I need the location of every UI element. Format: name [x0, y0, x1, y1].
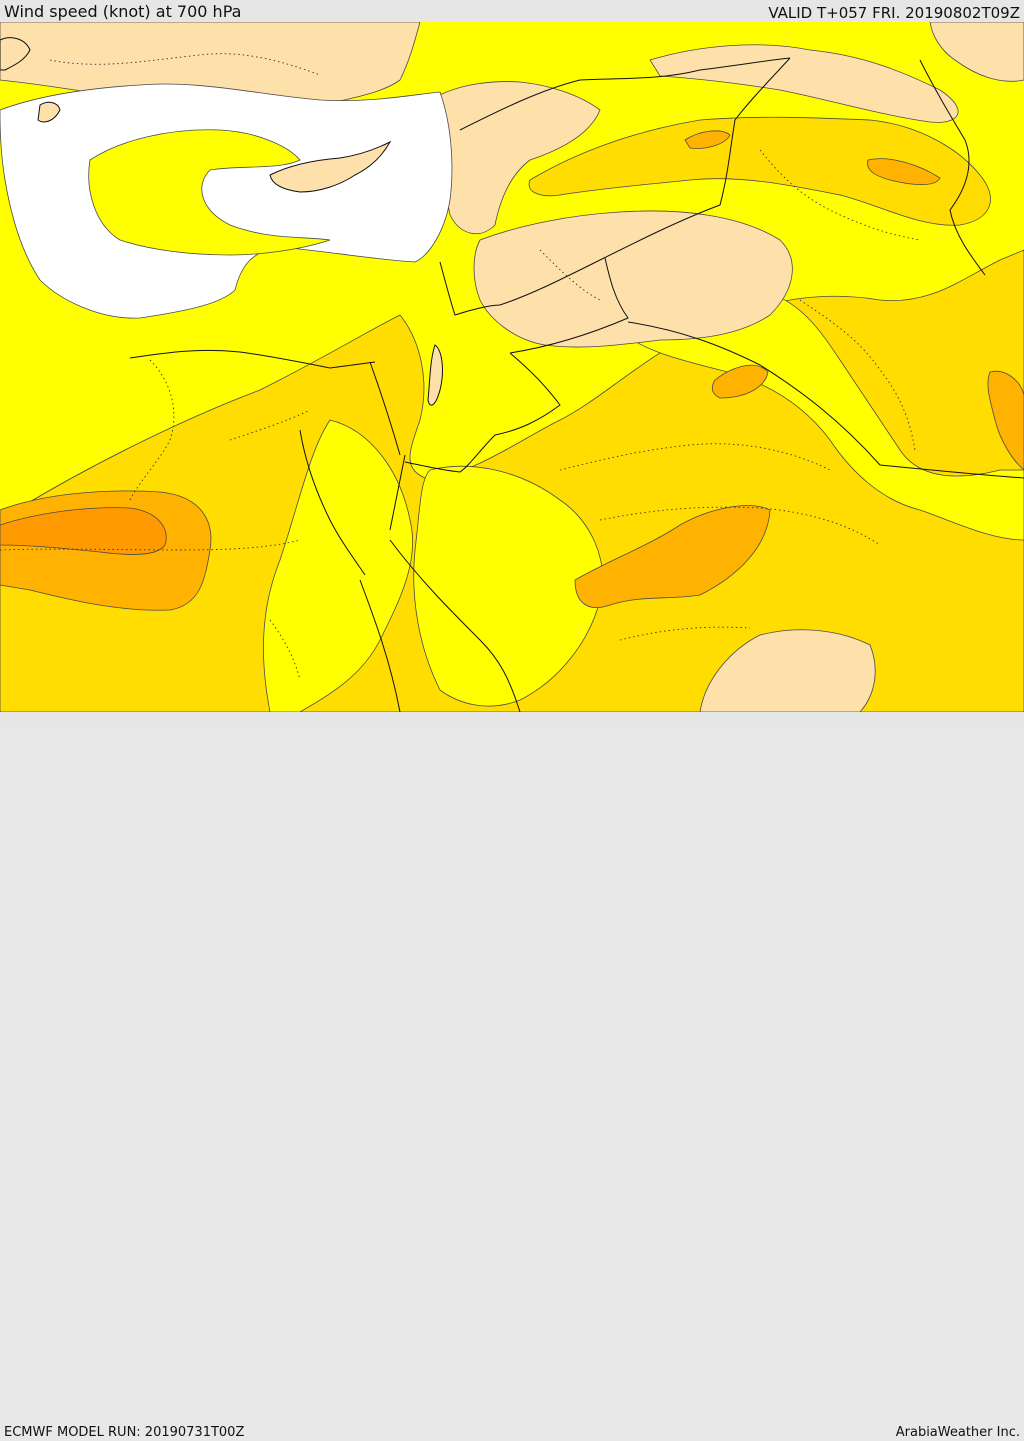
border-iraq-jordan-saudi — [509, 257, 629, 354]
map-svg — [0, 22, 1024, 712]
border-egypt-lybia-coast — [129, 349, 376, 369]
footer-bar: ECMWF MODEL RUN: 20190731T00Z ArabiaWeat… — [0, 712, 1024, 1440]
cyprus-island — [269, 140, 392, 193]
gulf-of-suez — [299, 429, 366, 576]
aegean-coast — [0, 37, 31, 71]
light-wind-pocket-arabia — [413, 465, 603, 707]
header-bar: Wind speed (knot) at 700 hPa VALID T+057… — [0, 0, 1024, 22]
brand-label: ArabiaWeather Inc. — [895, 1425, 1020, 1440]
border-syria-iraq — [499, 57, 791, 306]
border-jordan-saudi — [404, 352, 561, 473]
aegean-island — [37, 101, 61, 123]
stronger-wind-patch-egypt — [0, 507, 167, 555]
valid-time: VALID T+057 FRI. 20190802T09Z — [768, 4, 1020, 22]
map-title: Wind speed (knot) at 700 hPa — [4, 2, 242, 21]
province-borders — [0, 53, 921, 681]
calm-region-syria-desert — [473, 210, 793, 348]
border-levant — [439, 261, 501, 316]
calm-region-southeast — [699, 629, 876, 712]
border-syria-turkey — [459, 57, 791, 131]
gulf-of-aqaba — [389, 454, 406, 531]
border-israel-egypt — [369, 361, 401, 456]
calm-region-northeast — [929, 22, 1024, 82]
border-iran-iraq — [919, 59, 986, 276]
wind-speed-map[interactable] — [0, 22, 1024, 712]
strong-wind-patch-northeast — [867, 158, 941, 186]
sea-wind-tongue — [88, 129, 331, 256]
light-wind-pocket-sinai — [263, 419, 414, 712]
strong-wind-patch-arabia — [574, 505, 771, 608]
mediterranean-sea — [0, 83, 453, 319]
calm-region-levant — [437, 81, 601, 234]
dead-sea — [427, 344, 443, 406]
strong-wind-patch-iran — [987, 370, 1024, 471]
strong-wind-patch-north — [684, 130, 731, 149]
red-sea-coast — [389, 539, 521, 712]
model-run-label: ECMWF MODEL RUN: 20190731T00Z — [4, 1425, 245, 1440]
moderate-wind-region-north — [528, 116, 991, 226]
african-red-sea-coast — [359, 579, 401, 712]
strong-wind-patch-east — [711, 364, 769, 399]
border-iraq-saudi — [627, 321, 1024, 479]
